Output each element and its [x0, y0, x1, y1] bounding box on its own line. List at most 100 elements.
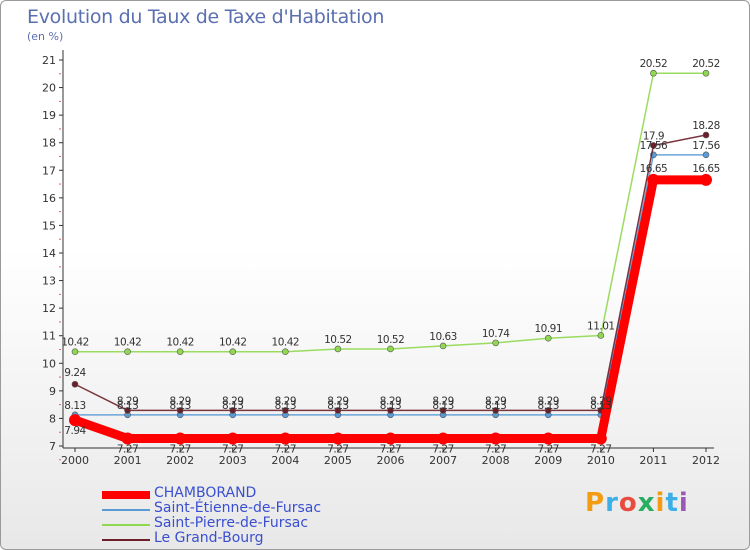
- data-label: 10.74: [482, 328, 510, 340]
- data-point: [176, 407, 184, 414]
- data-label: 7.94: [64, 425, 86, 437]
- data-point: [176, 348, 184, 356]
- data-point: [229, 348, 237, 356]
- data-label: 10.42: [219, 337, 247, 349]
- logo-letter: i: [655, 488, 666, 518]
- data-label: 7.27: [327, 444, 348, 456]
- data-point: [702, 69, 710, 77]
- x-tick-label: 2012: [692, 454, 720, 467]
- data-label: 10.52: [324, 334, 352, 346]
- data-point: [69, 414, 81, 427]
- x-tick-label: 2002: [166, 454, 194, 467]
- data-point: [279, 432, 292, 445]
- data-label: 16.65: [692, 163, 720, 175]
- data-label: 10.42: [114, 337, 142, 349]
- logo-letter: P: [585, 488, 606, 518]
- x-tick-label: 2009: [534, 454, 562, 467]
- data-point: [594, 432, 607, 445]
- x-tick-label: 2005: [324, 454, 352, 467]
- data-label: 10.63: [429, 331, 457, 343]
- data-point: [650, 142, 657, 149]
- data-point: [597, 332, 605, 339]
- data-point: [384, 432, 397, 445]
- data-label: 7.27: [380, 444, 401, 456]
- data-label: 7.27: [117, 444, 138, 456]
- y-tick-label: 18: [42, 137, 56, 150]
- data-point: [334, 407, 342, 414]
- data-label: 8.13: [538, 400, 559, 412]
- y-tick-label: 15: [42, 219, 56, 232]
- data-point: [282, 348, 289, 356]
- data-point: [544, 334, 552, 342]
- data-label: 7.27: [222, 444, 243, 456]
- logo-letter: x: [637, 488, 656, 518]
- series-line-2: [74, 72, 707, 353]
- data-point: [702, 151, 710, 159]
- data-point: [71, 380, 79, 388]
- data-point: [124, 348, 131, 356]
- data-label: 8.29: [222, 395, 243, 407]
- data-label: 9.24: [64, 367, 86, 379]
- data-point: [387, 407, 394, 414]
- logo-letter: r: [605, 488, 619, 518]
- data-point: [121, 432, 134, 445]
- y-tick-label: 12: [42, 302, 56, 315]
- data-point: [700, 173, 712, 186]
- data-label: 17.56: [692, 140, 720, 152]
- data-label: 8.29: [380, 395, 401, 407]
- data-point: [650, 69, 657, 77]
- data-label: 16.65: [640, 163, 668, 175]
- y-tick-label: 21: [42, 54, 56, 67]
- data-label: 7.27: [538, 444, 559, 456]
- legend-swatch: [102, 491, 150, 499]
- data-label: 8.13: [590, 400, 611, 412]
- legend-label: Le Grand-Bourg: [154, 530, 264, 546]
- data-point: [229, 407, 237, 414]
- data-label: 8.29: [485, 395, 506, 407]
- data-point: [544, 407, 552, 414]
- data-label: 7.27: [485, 444, 506, 456]
- data-label: 8.13: [327, 400, 348, 412]
- proxiti-logo: Proxiti: [585, 488, 689, 518]
- y-tick-label: 16: [42, 192, 56, 205]
- data-point: [71, 348, 79, 356]
- legend-swatch: [102, 539, 150, 541]
- data-label: 8.13: [222, 400, 243, 412]
- legend-label: CHAMBORAND: [154, 485, 257, 501]
- data-point: [174, 432, 187, 445]
- data-point: [647, 173, 660, 186]
- x-tick-label: 2004: [271, 454, 299, 467]
- data-point: [437, 432, 450, 445]
- y-tick-label: 11: [42, 330, 56, 343]
- legend-swatch: [102, 509, 150, 511]
- y-tick-label: 8: [49, 412, 56, 425]
- data-point: [282, 407, 289, 414]
- data-label: 10.42: [272, 337, 300, 349]
- legend-label: Saint-Étienne-de-Fursac: [154, 500, 322, 516]
- data-point: [439, 342, 447, 350]
- data-label: 11.01: [587, 320, 615, 332]
- data-point: [702, 131, 710, 139]
- data-label: 8.29: [169, 395, 190, 407]
- data-label: 8.13: [117, 400, 138, 412]
- data-point: [387, 345, 394, 353]
- y-tick-label: 9: [49, 385, 56, 398]
- x-tick-label: 2001: [114, 454, 142, 467]
- data-label: 17.9: [643, 130, 664, 142]
- x-tick-label: 2007: [429, 454, 457, 467]
- data-label: 20.52: [692, 58, 720, 70]
- data-label: 8.29: [275, 395, 296, 407]
- data-point: [489, 432, 502, 445]
- y-tick-label: 19: [42, 109, 56, 122]
- data-point: [226, 432, 239, 445]
- y-tick-label: 14: [42, 247, 56, 260]
- data-point: [334, 345, 342, 353]
- data-label: 7.27: [590, 444, 611, 456]
- data-label: 7.27: [432, 444, 453, 456]
- logo-letter: t: [665, 488, 679, 518]
- y-tick-label: 17: [42, 164, 56, 177]
- data-label: 18.28: [692, 120, 720, 132]
- y-tick-label: 20: [42, 82, 56, 95]
